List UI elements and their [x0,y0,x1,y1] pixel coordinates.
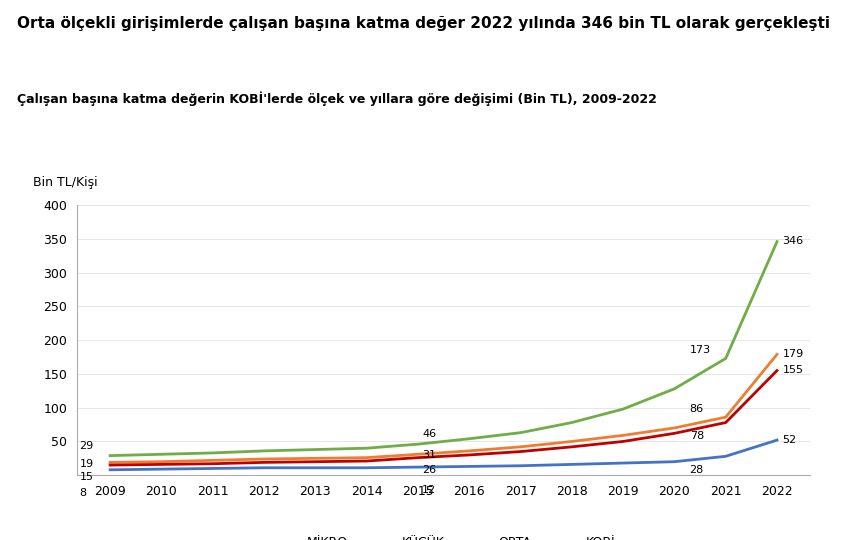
ORTA [310,446,320,453]
KÜÇÜK [207,457,217,463]
MİKRO [310,464,320,471]
KÜÇÜK [515,444,525,450]
Text: 19: 19 [79,458,94,469]
Line: KOBİ: KOBİ [110,370,776,465]
ORTA [412,441,423,447]
Text: 31: 31 [422,450,435,461]
KÜÇÜK [463,448,474,454]
Text: 8: 8 [79,488,87,498]
KOBİ [515,448,525,455]
Text: 52: 52 [781,435,796,445]
KÜÇÜK [720,414,730,420]
Text: 78: 78 [688,431,703,441]
Line: MİKRO: MİKRO [110,440,776,470]
ORTA [156,451,166,457]
MİKRO [156,466,166,472]
ORTA [566,419,576,426]
MİKRO [105,467,115,473]
KÜÇÜK [105,459,115,465]
KOBİ [720,419,730,426]
KÜÇÜK [566,438,576,445]
Text: 346: 346 [781,237,803,246]
MİKRO [566,461,576,468]
KOBİ [105,462,115,468]
Text: Orta ölçekli girişimlerde çalışan başına katma değer 2022 yılında 346 bin TL ola: Orta ölçekli girişimlerde çalışan başına… [17,16,829,31]
MİKRO [720,453,730,460]
ORTA [617,406,627,413]
ORTA [463,435,474,442]
ORTA [361,445,371,451]
MİKRO [412,464,423,470]
KOBİ [463,451,474,458]
KOBİ [259,459,269,465]
Text: Bin TL/Kişi: Bin TL/Kişi [32,176,97,189]
KOBİ [156,461,166,468]
ORTA [669,386,679,392]
KOBİ [617,438,627,445]
Text: Çalışan başına katma değerin KOBİ'lerde ölçek ve yıllara göre değişimi (Bin TL),: Çalışan başına katma değerin KOBİ'lerde … [17,92,656,106]
Text: 29: 29 [79,441,94,451]
Text: 12: 12 [422,485,435,496]
KOBİ [361,458,371,464]
Legend: MİKRO, KÜÇÜK, ORTA, KOBİ: MİKRO, KÜÇÜK, ORTA, KOBİ [267,530,619,540]
KOBİ [207,461,217,467]
MİKRO [259,464,269,471]
KÜÇÜK [259,456,269,462]
KÜÇÜK [771,351,781,357]
KÜÇÜK [310,455,320,462]
Text: 155: 155 [781,366,803,375]
KÜÇÜK [669,424,679,431]
Text: 173: 173 [688,345,710,355]
KOBİ [566,444,576,450]
Line: ORTA: ORTA [110,241,776,456]
ORTA [259,448,269,454]
ORTA [771,238,781,245]
Line: KÜÇÜK: KÜÇÜK [110,354,776,462]
Text: 15: 15 [79,472,94,482]
ORTA [720,355,730,362]
Text: 26: 26 [422,465,435,475]
ORTA [515,429,525,436]
KÜÇÜK [617,432,627,438]
KÜÇÜK [156,458,166,465]
KÜÇÜK [412,451,423,457]
Text: 179: 179 [781,349,803,359]
MİKRO [207,465,217,472]
MİKRO [771,437,781,443]
ORTA [207,450,217,456]
MİKRO [617,460,627,466]
Text: 28: 28 [688,465,703,475]
KÜÇÜK [361,455,371,461]
ORTA [105,453,115,459]
KOBİ [412,455,423,461]
Text: 46: 46 [422,429,435,439]
MİKRO [361,464,371,471]
KOBİ [669,430,679,436]
Text: 86: 86 [688,403,703,414]
MİKRO [515,462,525,469]
KOBİ [310,458,320,465]
KOBİ [771,367,781,374]
MİKRO [463,463,474,470]
MİKRO [669,458,679,465]
